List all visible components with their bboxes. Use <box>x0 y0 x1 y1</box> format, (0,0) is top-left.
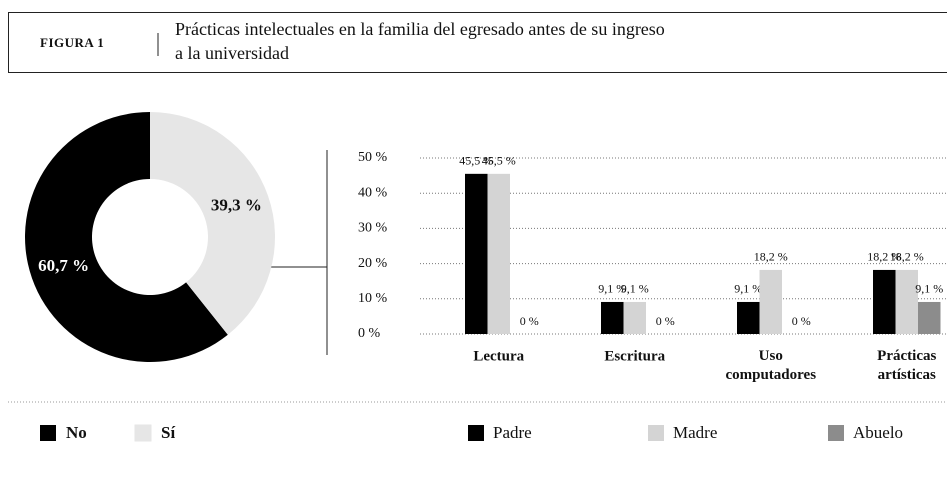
slice-label: 39,3 % <box>211 196 262 215</box>
value-label: 45,5 % <box>459 154 493 168</box>
value-label: 0 % <box>520 314 539 328</box>
y-tick-label: 40 % <box>358 185 388 200</box>
x-tick-label: Uso computadores <box>725 348 816 383</box>
x-tick-label: Prácticas artísticas <box>877 348 936 383</box>
figure-title: Prácticas intelectuales en la familia de… <box>175 19 665 39</box>
bar <box>759 269 782 334</box>
legend-label: Abuelo <box>853 423 903 442</box>
bar <box>918 301 941 334</box>
bar <box>465 173 488 334</box>
value-label: 0 % <box>656 314 675 328</box>
value-label: 18,2 % <box>890 250 924 264</box>
y-tick-label: 20 % <box>358 256 388 271</box>
pie-slice <box>25 112 228 362</box>
x-tick-label: Lectura <box>473 348 524 364</box>
legend-swatch <box>648 425 664 441</box>
legend-label: No <box>66 423 87 442</box>
bar <box>601 301 624 334</box>
pie-slice <box>150 112 276 335</box>
value-label: 45,5 % <box>482 154 516 168</box>
y-tick-label: 10 % <box>358 291 388 306</box>
header-box <box>8 12 947 73</box>
value-label: 9,1 % <box>734 282 762 296</box>
legend-swatch <box>40 425 56 441</box>
bar <box>873 269 896 334</box>
figure-title: a la universidad <box>175 43 289 63</box>
slice-label: 60,7 % <box>38 256 89 275</box>
value-label: 9,1 % <box>598 282 626 296</box>
value-label: 18,2 % <box>754 250 788 264</box>
legend-label: Padre <box>493 423 532 442</box>
legend-label: Sí <box>161 423 175 442</box>
figure-label: FIGURA 1 <box>40 35 104 50</box>
value-label: 9,1 % <box>621 282 649 296</box>
y-tick-label: 30 % <box>358 221 388 236</box>
legend-swatch <box>468 425 484 441</box>
bar <box>737 301 760 334</box>
bar <box>487 173 510 334</box>
bar <box>623 301 646 334</box>
y-tick-label: 50 % <box>358 150 388 165</box>
bar <box>895 269 918 334</box>
legend-label: Madre <box>673 423 717 442</box>
value-label: 18,2 % <box>867 250 901 264</box>
x-tick-label: Escritura <box>604 348 665 364</box>
value-label: 9,1 % <box>915 282 943 296</box>
legend-swatch <box>134 424 152 442</box>
legend-swatch <box>828 425 844 441</box>
value-label: 0 % <box>792 314 811 328</box>
y-tick-label: 0 % <box>358 326 381 341</box>
